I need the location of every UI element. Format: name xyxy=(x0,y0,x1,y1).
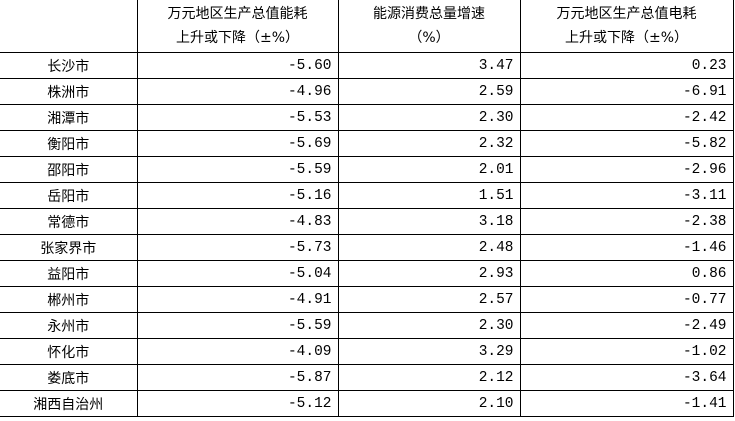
energy-per-gdp-cell: -4.96 xyxy=(136,78,339,105)
energy-growth-cell: 1.51 xyxy=(337,182,521,209)
table-row: 长沙市 -5.60 3.47 0.23 xyxy=(0,52,734,79)
header-row: 万元地区生产总值能耗 上升或下降（±%） 能源消费总量增速 （%） 万元地区生产总值… xyxy=(0,0,734,53)
table-row: 湘潭市 -5.53 2.30 -2.42 xyxy=(0,104,734,131)
table-row: 常德市 -4.83 3.18 -2.38 xyxy=(0,208,734,235)
header-text: 上升或下降（±%） xyxy=(175,30,300,46)
energy-per-gdp-cell: -5.73 xyxy=(136,234,339,261)
power-per-gdp-cell: -2.38 xyxy=(519,208,734,235)
energy-per-gdp-cell: -5.59 xyxy=(136,156,339,183)
city-name: 衡阳市 xyxy=(0,130,138,157)
city-name: 永州市 xyxy=(0,312,138,339)
energy-growth-cell: 2.12 xyxy=(337,364,521,391)
energy-growth-cell: 2.93 xyxy=(337,260,521,287)
power-per-gdp-cell: -1.46 xyxy=(519,234,734,261)
table-row: 湘西自治州 -5.12 2.10 -1.41 xyxy=(0,390,734,417)
header-corner xyxy=(0,0,138,53)
power-per-gdp-cell: -2.49 xyxy=(519,312,734,339)
city-name: 岳阳市 xyxy=(0,182,138,209)
city-name: 常德市 xyxy=(0,208,138,235)
header-energy-per-gdp: 万元地区生产总值能耗 上升或下降（±%） xyxy=(136,0,339,53)
city-name: 益阳市 xyxy=(0,260,138,287)
table-row: 邵阳市 -5.59 2.01 -2.96 xyxy=(0,156,734,183)
energy-growth-cell: 2.10 xyxy=(337,390,521,417)
energy-growth-cell: 2.59 xyxy=(337,78,521,105)
city-name: 娄底市 xyxy=(0,364,138,391)
power-per-gdp-cell: -1.02 xyxy=(519,338,734,365)
header-text: 上升或下降（±%） xyxy=(564,30,689,46)
city-name: 株洲市 xyxy=(0,78,138,105)
energy-growth-cell: 2.32 xyxy=(337,130,521,157)
energy-per-gdp-cell: -5.04 xyxy=(136,260,339,287)
energy-growth-cell: 3.47 xyxy=(337,52,521,79)
table-row: 永州市 -5.59 2.30 -2.49 xyxy=(0,312,734,339)
power-per-gdp-cell: -0.77 xyxy=(519,286,734,313)
city-name: 湘西自治州 xyxy=(0,390,138,417)
header-text: 万元地区生产总值电耗 xyxy=(556,6,697,22)
header-text: 万元地区生产总值能耗 xyxy=(167,6,308,22)
header-text: （%） xyxy=(408,30,450,46)
header-text: 能源消费总量增速 xyxy=(373,6,485,22)
city-name: 张家界市 xyxy=(0,234,138,261)
energy-per-gdp-cell: -5.60 xyxy=(136,52,339,79)
table-row: 张家界市 -5.73 2.48 -1.46 xyxy=(0,234,734,261)
city-name: 长沙市 xyxy=(0,52,138,79)
energy-per-gdp-cell: -4.83 xyxy=(136,208,339,235)
city-name: 邵阳市 xyxy=(0,156,138,183)
city-name: 湘潭市 xyxy=(0,104,138,131)
energy-growth-cell: 2.57 xyxy=(337,286,521,313)
table-row: 岳阳市 -5.16 1.51 -3.11 xyxy=(0,182,734,209)
energy-growth-cell: 3.29 xyxy=(337,338,521,365)
energy-per-gdp-cell: -4.91 xyxy=(136,286,339,313)
power-per-gdp-cell: -2.96 xyxy=(519,156,734,183)
energy-growth-cell: 2.30 xyxy=(337,104,521,131)
table-row: 怀化市 -4.09 3.29 -1.02 xyxy=(0,338,734,365)
energy-per-gdp-cell: -5.69 xyxy=(136,130,339,157)
power-per-gdp-cell: -6.91 xyxy=(519,78,734,105)
table-row: 衡阳市 -5.69 2.32 -5.82 xyxy=(0,130,734,157)
energy-growth-cell: 2.01 xyxy=(337,156,521,183)
city-name: 怀化市 xyxy=(0,338,138,365)
energy-per-gdp-cell: -5.16 xyxy=(136,182,339,209)
power-per-gdp-cell: -3.64 xyxy=(519,364,734,391)
power-per-gdp-cell: 0.86 xyxy=(519,260,734,287)
energy-per-gdp-cell: -5.87 xyxy=(136,364,339,391)
table-row: 益阳市 -5.04 2.93 0.86 xyxy=(0,260,734,287)
power-per-gdp-cell: -3.11 xyxy=(519,182,734,209)
table-row: 株洲市 -4.96 2.59 -6.91 xyxy=(0,78,734,105)
header-energy-growth: 能源消费总量增速 （%） xyxy=(337,0,521,53)
energy-per-gdp-cell: -4.09 xyxy=(136,338,339,365)
power-per-gdp-cell: -1.41 xyxy=(519,390,734,417)
energy-per-gdp-cell: -5.53 xyxy=(136,104,339,131)
energy-growth-cell: 2.48 xyxy=(337,234,521,261)
header-power-per-gdp: 万元地区生产总值电耗 上升或下降（±%） xyxy=(519,0,734,53)
city-name: 郴州市 xyxy=(0,286,138,313)
energy-per-gdp-cell: -5.59 xyxy=(136,312,339,339)
power-per-gdp-cell: -5.82 xyxy=(519,130,734,157)
energy-growth-cell: 2.30 xyxy=(337,312,521,339)
table-row: 娄底市 -5.87 2.12 -3.64 xyxy=(0,364,734,391)
power-per-gdp-cell: 0.23 xyxy=(519,52,734,79)
energy-growth-cell: 3.18 xyxy=(337,208,521,235)
energy-per-gdp-cell: -5.12 xyxy=(136,390,339,417)
power-per-gdp-cell: -2.42 xyxy=(519,104,734,131)
table-row: 郴州市 -4.91 2.57 -0.77 xyxy=(0,286,734,313)
